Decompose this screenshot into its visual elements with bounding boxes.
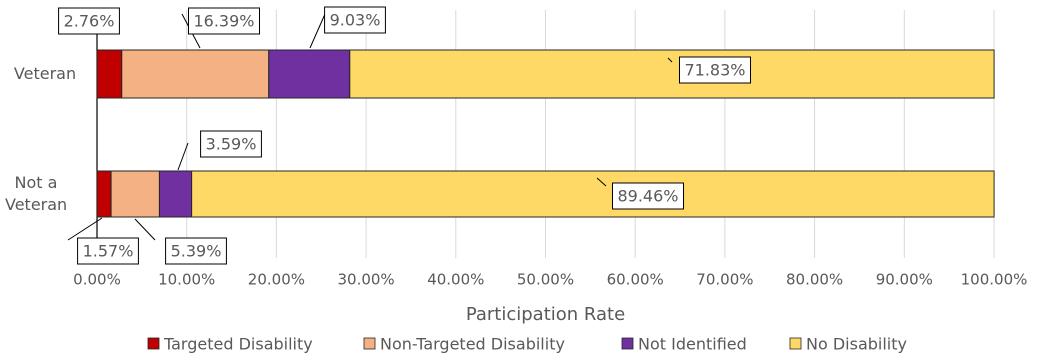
data-label: 1.57% [83,242,134,261]
label-box [611,182,685,210]
label-box [200,130,262,158]
x-tick-label: 70.00% [696,271,753,289]
data-label: 16.39% [193,12,254,31]
bar-segment [191,170,995,218]
label-box [58,7,120,35]
data-label: 5.39% [171,242,222,261]
x-tick-label: 60.00% [607,271,664,289]
data-label: 2.76% [64,12,115,31]
label-box [165,237,227,265]
bar-segment [158,170,193,218]
legend-label: Not Identified [638,335,747,354]
x-tick-label: 90.00% [876,271,933,289]
legend-label: No Disability [806,335,907,354]
legend-label: Non-Targeted Disability [380,335,565,354]
bar-segment [349,49,995,99]
leader-line [177,142,189,171]
legend-swatch [621,337,634,350]
x-tick-label: 50.00% [517,271,574,289]
x-tick-label: 30.00% [337,271,394,289]
leader-line [596,177,607,187]
x-tick-label: 40.00% [427,271,484,289]
x-axis-title: Participation Rate [466,304,625,325]
y-tick-label: Veteran [13,64,77,83]
x-tick-label: 80.00% [786,271,843,289]
legend-swatch [147,337,160,350]
leader-line [67,217,103,241]
bar-segment [121,49,270,99]
label-box [324,6,386,34]
data-label: 3.59% [206,135,257,154]
legend-label: Targeted Disability [163,335,313,354]
bar-segment [96,170,112,218]
leader-line [134,218,156,241]
label-box [678,56,752,84]
data-label: 9.03% [330,11,381,30]
label-box [77,237,139,265]
x-tick-label: 0.00% [73,271,121,289]
x-tick-label: 20.00% [248,271,305,289]
legend-swatch [789,337,802,350]
bar-segment [268,49,351,99]
leader-line [309,13,326,49]
leader-line [667,57,673,63]
legend-swatch [363,337,376,350]
x-tick-label: 100.00% [961,271,1028,289]
bar-segment [110,170,160,218]
data-label: 89.46% [617,187,678,206]
bar-segment [96,49,123,99]
x-tick-label: 10.00% [158,271,215,289]
data-label: 71.83% [684,61,745,80]
y-tick-label: Not a Veteran [5,173,68,214]
label-box [187,7,261,35]
